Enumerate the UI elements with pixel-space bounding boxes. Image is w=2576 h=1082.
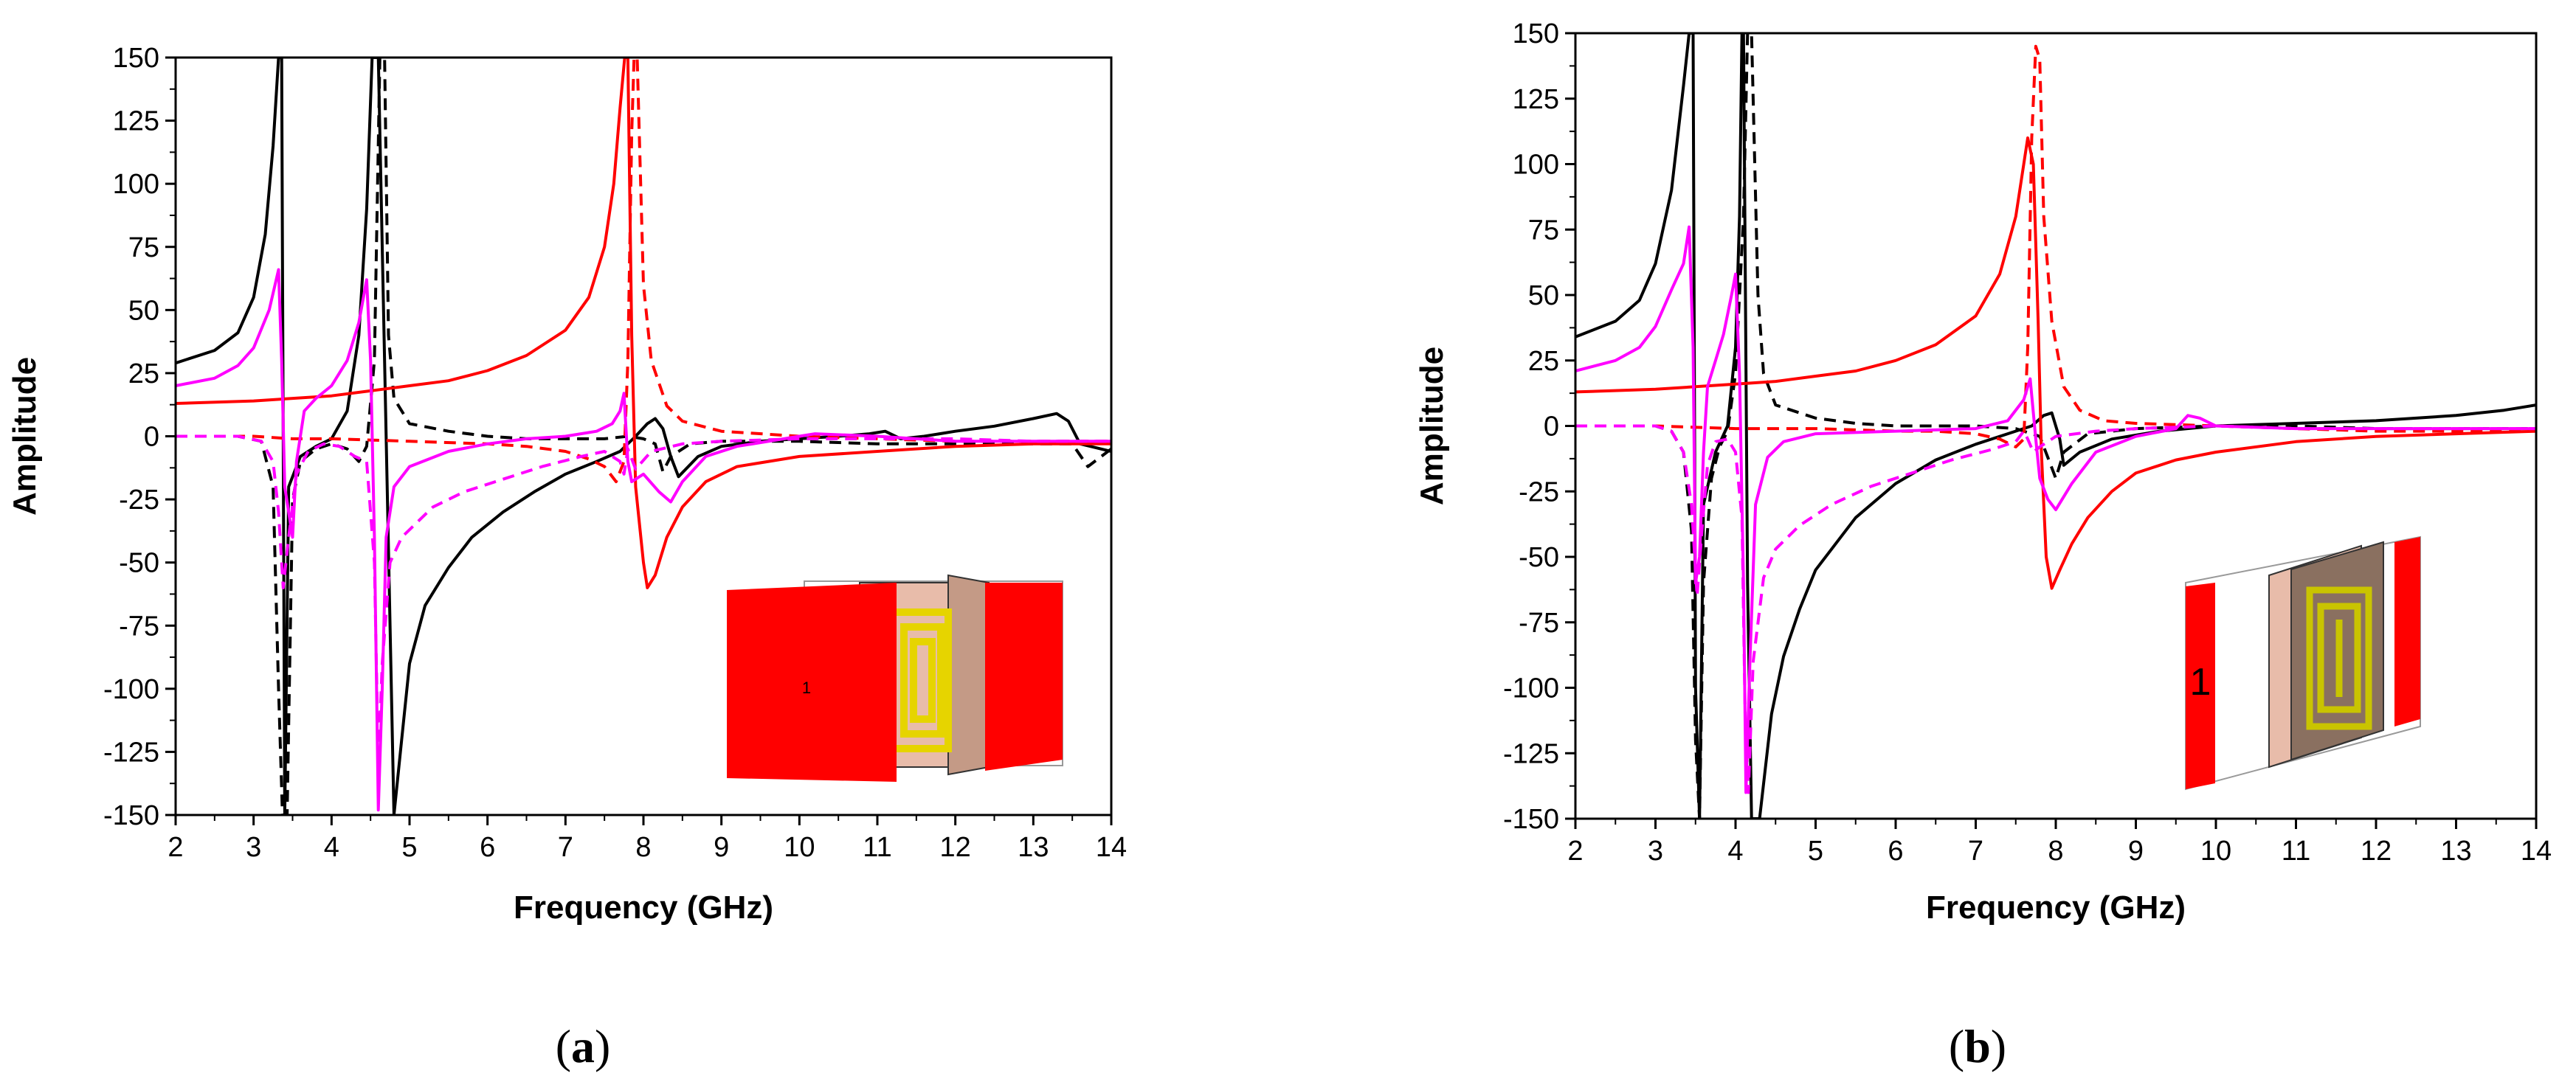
panel-b-y-tick-label: 25 xyxy=(1528,346,1559,377)
panel-a-x-tick-label: 14 xyxy=(1096,832,1127,863)
panel-a-series-refractive-index-real xyxy=(176,268,1111,812)
panel-a-x-tick-label: 13 xyxy=(1018,832,1049,863)
panel-b-series-permittivity-imag xyxy=(1575,33,2536,819)
panel-b-y-tick-label: 50 xyxy=(1528,280,1559,311)
panel-b-x-tick-label: 4 xyxy=(1727,836,1743,867)
panel-a-x-tick-label: 10 xyxy=(784,832,815,863)
panel-a-y-axis-title: Amplitude xyxy=(7,357,43,516)
panel-b-y-tick-label: 125 xyxy=(1513,84,1559,115)
panel-a-series-permeability-real xyxy=(176,58,1111,589)
panel-b-series-refractive-index-imag xyxy=(1575,424,2536,794)
panel-b-y-tick-label: 75 xyxy=(1528,215,1559,246)
panel-b-x-tick-label: 5 xyxy=(1808,836,1823,867)
inset-b-port-1 xyxy=(2186,583,2215,789)
panel-a-y-tick-label: -75 xyxy=(119,611,159,642)
panel-b-x-tick-label: 14 xyxy=(2521,836,2552,867)
panel-b-y-tick-label: 0 xyxy=(1544,412,1559,443)
panel-a-curves xyxy=(176,58,1111,815)
panel-a-y-tick-label: 100 xyxy=(113,169,159,200)
panel-b-x-tick-label: 13 xyxy=(2440,836,2471,867)
panel-a-y-tick-label: 0 xyxy=(144,422,159,453)
panel-a-series-permeability-imag xyxy=(176,58,1111,484)
panel-b-x-tick-label: 10 xyxy=(2200,836,2231,867)
panel-a-y-tick-label: 150 xyxy=(113,43,159,74)
panel-b-x-tick-label: 2 xyxy=(1567,836,1583,867)
panel-b-axes: 2 3 4 5 6 7 8 9 10 11 12 13 14 150 125 100 75 50 25 0 -25 -50… xyxy=(1414,18,2552,926)
panel-b-x-axis-title: Frequency (GHz) xyxy=(1926,889,2186,926)
panel-a-series-permittivity-real xyxy=(176,58,1111,815)
panel-b-y-tick-label: 100 xyxy=(1513,150,1559,181)
panel-b-y-tick-label: -100 xyxy=(1503,673,1559,704)
panel-b-x-tick-label: 9 xyxy=(2128,836,2144,867)
inset-a-port-label: 1 xyxy=(802,679,811,697)
panel-a-y-tick-label: 50 xyxy=(128,295,159,326)
inset-a-port-1 xyxy=(727,583,897,782)
panel-a-x-tick-label: 7 xyxy=(558,832,573,863)
panel-a-y-tick-label: -150 xyxy=(103,800,159,831)
caption-a: (a) xyxy=(556,1020,611,1072)
panel-b-series-permeability-imag xyxy=(1575,44,2536,448)
panel-a-y-tick-label: 25 xyxy=(128,358,159,389)
panel-b-x-tick-label: 3 xyxy=(1648,836,1663,867)
panel-a-x-tick-label: 4 xyxy=(324,832,339,863)
panel-a-x-tick-label: 2 xyxy=(168,832,183,863)
panel-b-curves xyxy=(1575,33,2536,819)
panel-a-series-refractive-index-imag xyxy=(176,434,1111,766)
panel-a-x-tick-label: 5 xyxy=(401,832,417,863)
panel-b-x-tick-label: 12 xyxy=(2361,836,2392,867)
panel-b-series-permittivity-real xyxy=(1575,33,2536,819)
panel-a-y-tick-label: -50 xyxy=(119,548,159,579)
caption-b: (b) xyxy=(1949,1020,2006,1072)
inset-a-port-2 xyxy=(985,583,1063,771)
panel-a-unit-cell-inset: 1 xyxy=(727,574,1063,782)
panel-b-x-tick-label: 11 xyxy=(2282,836,2310,867)
panel-a-x-tick-label: 11 xyxy=(863,832,891,863)
panel-b-x-tick-label: 6 xyxy=(1888,836,1903,867)
panel-a-x-tick-label: 9 xyxy=(714,832,729,863)
inset-a-substrate-side xyxy=(947,574,990,776)
panel-b-y-tick-label: -50 xyxy=(1519,542,1559,573)
panel-a-x-tick-label: 12 xyxy=(940,832,971,863)
inset-b-resonator xyxy=(2306,586,2372,730)
panel-a-x-tick-label: 8 xyxy=(635,832,651,863)
panel-b-unit-cell-inset: 1 xyxy=(2185,535,2421,791)
panel-b: 2 3 4 5 6 7 8 9 10 11 12 13 14 150 125 100 75 50 25 0 -25 -50… xyxy=(1414,18,2552,926)
panel-a: 2 3 4 5 6 7 8 9 10 11 12 13 14 150 125 100 75 50 25 0 -25 -50… xyxy=(7,43,1127,926)
panel-b-y-axis-title: Amplitude xyxy=(1414,347,1450,505)
panel-b-x-tick-label: 8 xyxy=(2048,836,2063,867)
panel-a-y-tick-label: 125 xyxy=(113,106,159,137)
panel-b-y-tick-label: -75 xyxy=(1519,608,1559,639)
panel-b-x-tick-label: 7 xyxy=(1968,836,1983,867)
inset-b-port-2 xyxy=(2394,537,2420,726)
panel-a-x-tick-label: 3 xyxy=(246,832,261,863)
inset-a-resonator xyxy=(889,608,952,752)
panel-a-y-tick-label: 75 xyxy=(128,232,159,263)
inset-b-port-label: 1 xyxy=(2190,661,2211,704)
panel-a-axes: 2 3 4 5 6 7 8 9 10 11 12 13 14 150 125 100 75 50 25 0 -25 -50… xyxy=(7,43,1127,926)
panel-b-y-tick-label: -150 xyxy=(1503,804,1559,835)
panel-b-y-tick-label: -25 xyxy=(1519,476,1559,507)
panel-a-y-tick-label: -100 xyxy=(103,674,159,705)
panel-a-y-tick-label: -125 xyxy=(103,737,159,768)
panel-a-x-axis-title: Frequency (GHz) xyxy=(514,889,773,926)
panel-a-x-tick-label: 6 xyxy=(480,832,495,863)
panel-b-series-refractive-index-real xyxy=(1575,225,2536,794)
panel-b-series-permeability-real xyxy=(1575,136,2536,590)
panel-a-y-tick-label: -25 xyxy=(119,485,159,516)
panel-b-y-tick-label: -125 xyxy=(1503,738,1559,769)
panel-b-y-tick-label: 150 xyxy=(1513,18,1559,49)
